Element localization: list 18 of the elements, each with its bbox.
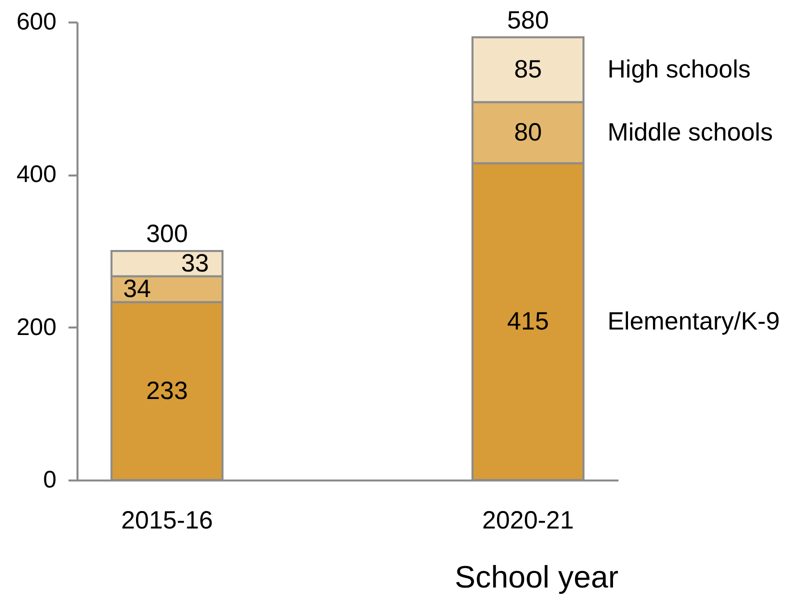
series-label: Middle schools: [607, 118, 773, 147]
data-label: 85: [514, 56, 542, 84]
data-label: 34: [123, 275, 152, 304]
series-label: Elementary/K-9: [607, 308, 780, 336]
total-label: 580: [507, 6, 549, 34]
x-axis-title: School year: [454, 560, 618, 594]
data-label: 33: [181, 250, 209, 278]
data-label: 233: [146, 377, 188, 406]
x-tick-label: 2020-21: [482, 506, 574, 534]
x-tick-label: 2015-16: [121, 506, 213, 534]
y-tick-label: 200: [16, 314, 56, 341]
data-label: 80: [514, 118, 542, 147]
series-label: High schools: [607, 56, 751, 84]
y-tick-label: 400: [16, 161, 56, 188]
total-label: 300: [146, 220, 188, 248]
y-tick-label: 0: [43, 466, 56, 494]
y-tick-label: 600: [16, 8, 56, 36]
data-label: 415: [507, 308, 549, 336]
